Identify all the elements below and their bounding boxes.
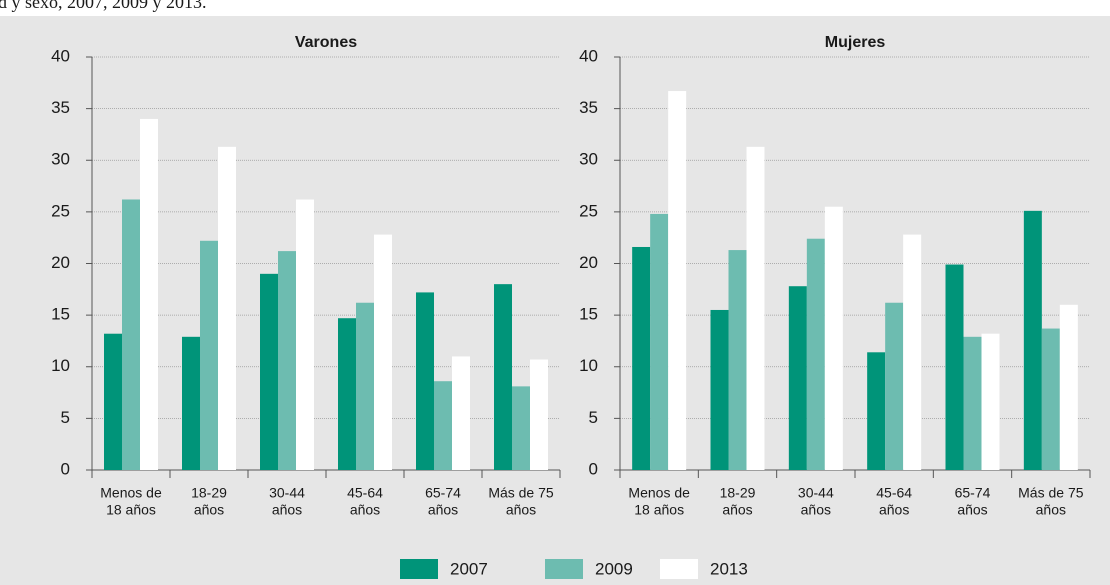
y-tick-label: 30 (579, 150, 598, 169)
legend-swatch (660, 559, 698, 579)
x-tick-label: años (506, 502, 536, 518)
legend-label: 2009 (595, 559, 633, 578)
bar: 2009 (728, 250, 747, 470)
bar: 2007 (104, 333, 122, 470)
x-tick-label: años (1036, 502, 1066, 518)
y-tick-label: 20 (579, 253, 598, 272)
bar: 2013 (140, 118, 158, 470)
y-tick-label: 30 (51, 150, 70, 169)
y-tick-label: 0 (61, 459, 70, 478)
x-tick-label: años (957, 502, 987, 518)
bar: 2013 (218, 146, 236, 470)
x-tick-label: 45-64 (876, 485, 912, 501)
y-tick-label: 25 (51, 201, 70, 220)
y-tick-label: 5 (589, 408, 598, 427)
bar: 2009 (356, 302, 374, 470)
y-tick-label: 20 (51, 253, 70, 272)
bar: 2013 (530, 359, 548, 470)
x-tick-label: años (272, 502, 302, 518)
x-tick-label: Menos de (100, 485, 162, 501)
x-tick-label: 18-29 (720, 485, 756, 501)
bar: 2009 (278, 251, 296, 470)
bar: 2013 (746, 146, 765, 470)
x-tick-label: Más de 75 (488, 485, 554, 501)
bar: 2009 (963, 336, 982, 470)
x-tick-label: años (722, 502, 752, 518)
bar: 2009 (650, 213, 669, 470)
y-tick-label: 0 (589, 459, 598, 478)
chart-title: Varones (295, 34, 357, 51)
y-tick-label: 40 (51, 46, 70, 65)
bar: 2013 (1059, 304, 1078, 470)
x-tick-label: años (879, 502, 909, 518)
x-tick-label: años (194, 502, 224, 518)
bar: 2013 (452, 356, 470, 470)
y-tick-label: 35 (579, 98, 598, 117)
x-tick-label: 30-44 (269, 485, 305, 501)
bar: 2013 (296, 199, 314, 471)
x-tick-label: años (428, 502, 458, 518)
y-tick-label: 5 (61, 408, 70, 427)
bar: 2007 (182, 336, 200, 470)
x-tick-label: Menos de (628, 485, 690, 501)
y-tick-label: 40 (579, 46, 598, 65)
bar: 2009 (1041, 328, 1060, 470)
bar: 2013 (824, 206, 843, 470)
bar: 2009 (512, 386, 530, 470)
bar: 2009 (122, 199, 140, 471)
bar: 2013 (903, 234, 922, 470)
bar: 2007 (1023, 210, 1042, 470)
y-tick-label: 10 (579, 356, 598, 375)
bar: 2007 (867, 352, 886, 470)
x-tick-label: 45-64 (347, 485, 383, 501)
legend-swatch (400, 559, 438, 579)
y-tick-label: 10 (51, 356, 70, 375)
bar: 2007 (260, 273, 278, 470)
y-tick-label: 35 (51, 98, 70, 117)
legend-label: 2007 (450, 559, 488, 578)
bar: 2009 (806, 238, 825, 470)
x-tick-label: 18-29 (191, 485, 227, 501)
bar: 2007 (494, 284, 512, 470)
bar: 2007 (338, 318, 356, 470)
x-tick-label: años (801, 502, 831, 518)
bar: 2007 (710, 309, 729, 470)
bar: 2007 (788, 286, 807, 470)
x-tick-label: 65-74 (955, 485, 991, 501)
x-tick-label: 30-44 (798, 485, 834, 501)
bar: 2009 (200, 240, 218, 470)
x-tick-label: Más de 75 (1018, 485, 1084, 501)
x-tick-label: 65-74 (425, 485, 461, 501)
legend-swatch (545, 559, 583, 579)
legend-label: 2013 (710, 559, 748, 578)
header-text: d y sexo, 2007, 2009 y 2013. (0, 0, 207, 12)
bar: 2009 (434, 381, 452, 470)
panel-background (0, 16, 1110, 585)
x-tick-label: 18 años (634, 502, 684, 518)
bar: 2007 (945, 264, 964, 470)
bar: 2007 (632, 246, 651, 470)
x-tick-label: 18 años (106, 502, 156, 518)
x-tick-label: años (350, 502, 380, 518)
y-tick-label: 25 (579, 201, 598, 220)
bar: 2013 (981, 333, 1000, 470)
bar: 2009 (885, 302, 904, 470)
y-tick-label: 15 (51, 305, 70, 324)
bar: 2007 (416, 292, 434, 470)
bar: 2013 (374, 234, 392, 470)
bar: 2013 (668, 91, 687, 470)
y-tick-label: 15 (579, 305, 598, 324)
chart-title: Mujeres (825, 34, 886, 51)
